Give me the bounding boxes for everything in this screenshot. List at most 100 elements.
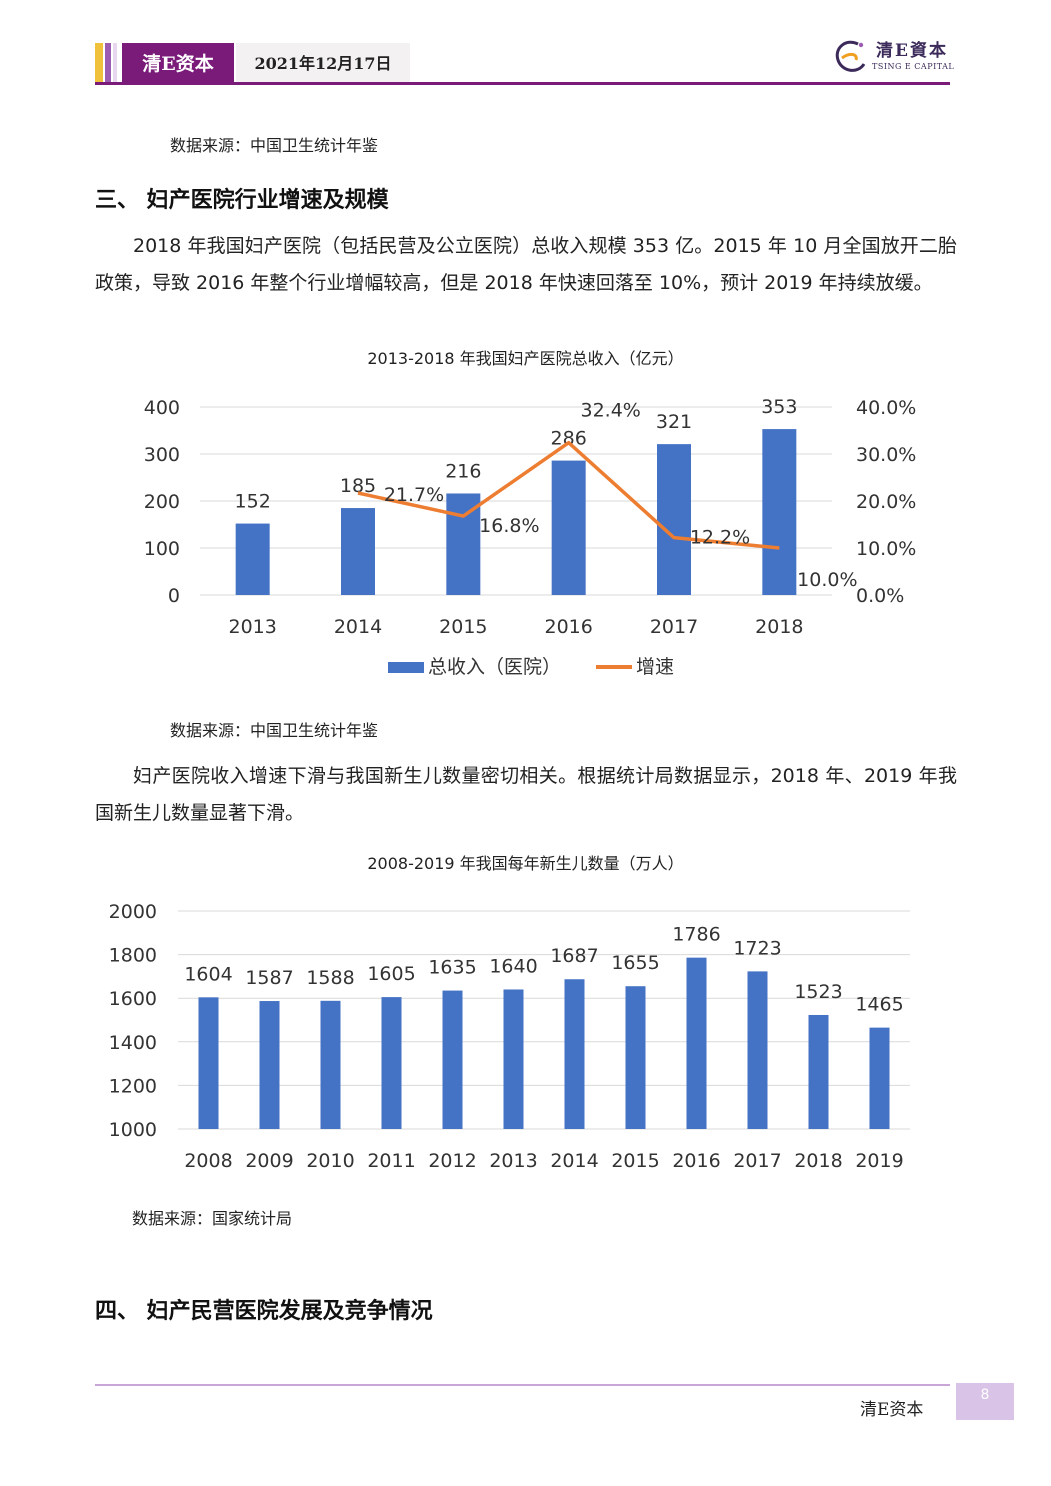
bar-data-label: 1604	[184, 963, 232, 985]
footer-brand: 清E资本	[860, 1400, 924, 1420]
y-tick-label: 100	[144, 538, 180, 560]
y-tick-label: 1600	[109, 988, 157, 1010]
x-tick-label: 2014	[334, 616, 382, 638]
bar-newborns	[259, 1001, 280, 1129]
y-tick-label: 2000	[109, 901, 157, 923]
chart2-newborns: 1000 1200 1400 1600 1800 2000 1604 1587 1588 1605…	[109, 901, 910, 1172]
legend-bar-swatch	[388, 662, 424, 673]
x-tick-label: 2018	[755, 616, 803, 638]
section-3b-text: 妇产医院收入增速下滑与我国新生儿数量密切相关。根据统计局数据显示，2018 年、…	[95, 765, 957, 824]
section-4-heading: 四、 妇产民营医院发展及竞争情况	[95, 1299, 433, 1324]
bar-data-label: 1588	[306, 967, 354, 989]
bar-data-label: 1723	[733, 937, 781, 959]
bar-newborns	[320, 1000, 341, 1129]
bar-newborns	[808, 1014, 829, 1129]
chart1-revenue-growth: 01002003004000.0%10.0%20.0%30.0%40.0%152…	[144, 396, 917, 678]
x-tick-label: 2013	[489, 1150, 537, 1172]
legend-line-label: 增速	[636, 656, 674, 678]
bar-data-label: 1640	[489, 955, 537, 977]
line-data-label: 21.7%	[384, 484, 444, 506]
legend-bar-label: 总收入（医院）	[428, 656, 561, 678]
bar-revenue	[235, 523, 270, 595]
bar-data-label: 321	[656, 411, 692, 433]
x-tick-label: 2016	[672, 1150, 720, 1172]
y-tick-label: 400	[144, 397, 180, 419]
line-growth	[357, 440, 780, 550]
x-tick-label: 2017	[733, 1150, 781, 1172]
source-chart1: 数据来源：中国卫生统计年鉴	[170, 721, 379, 740]
x-tick-label: 2010	[306, 1150, 354, 1172]
bar-data-label: 1587	[245, 967, 293, 989]
bar-newborns	[625, 986, 646, 1129]
line-data-label: 10.0%	[797, 569, 857, 591]
section-3-paragraph: 2018 年我国妇产医院（包括民营及公立医院）总收入规模 353 亿。2015 …	[95, 228, 957, 302]
bar-data-label: 1786	[672, 924, 720, 946]
line-data-label: 12.2%	[690, 527, 750, 549]
y2-tick-label: 40.0%	[856, 397, 916, 419]
y-tick-label: 0	[168, 585, 180, 607]
y2-tick-label: 20.0%	[856, 491, 916, 513]
footer-rule	[95, 1384, 950, 1386]
logo-text-cn: 清E資本	[876, 41, 948, 61]
bar-data-label: 185	[340, 475, 376, 497]
line-data-label: 16.8%	[479, 515, 539, 537]
header-stripe-light	[113, 43, 117, 85]
bar-data-label: 1687	[550, 945, 598, 967]
company-logo: 清E資本 TSING E CAPITAL	[828, 34, 956, 78]
bar-revenue	[551, 460, 586, 595]
y-tick-label: 1400	[109, 1032, 157, 1054]
section-3-heading: 三、 妇产医院行业增速及规模	[95, 188, 389, 213]
bar-newborns	[686, 957, 707, 1129]
section-3b-paragraph: 妇产医院收入增速下滑与我国新生儿数量密切相关。根据统计局数据显示，2018 年、…	[95, 758, 957, 832]
bar-newborns	[198, 997, 219, 1129]
x-tick-label: 2013	[228, 616, 276, 638]
bar-newborns	[442, 990, 463, 1129]
x-tick-label: 2019	[855, 1150, 903, 1172]
bar-revenue	[341, 508, 375, 595]
header-date: 2021年12月17日	[236, 43, 410, 85]
source-top: 数据来源：中国卫生统计年鉴	[170, 136, 379, 155]
header-brand: 清E资本	[122, 43, 234, 85]
x-tick-label: 2014	[550, 1150, 598, 1172]
bar-data-label: 1465	[855, 994, 903, 1016]
line-data-label: 32.4%	[580, 400, 640, 422]
x-tick-label: 2017	[650, 616, 698, 638]
page-number: 8	[956, 1383, 1014, 1420]
y-tick-label: 1800	[109, 945, 157, 967]
bar-data-label: 353	[761, 396, 797, 418]
page-header	[95, 43, 950, 85]
bar-revenue	[657, 444, 691, 595]
source-chart2: 数据来源：国家统计局	[132, 1209, 293, 1228]
y-tick-label: 1000	[109, 1119, 157, 1141]
y-tick-label: 1200	[109, 1075, 157, 1097]
bar-data-label: 1605	[367, 963, 415, 985]
bar-newborns	[869, 1027, 890, 1129]
x-tick-label: 2011	[367, 1150, 415, 1172]
x-tick-label: 2008	[184, 1150, 232, 1172]
header-stripe-purple	[105, 43, 111, 85]
section-3-text: 2018 年我国妇产医院（包括民营及公立医院）总收入规模 353 亿。2015 …	[95, 235, 957, 294]
x-tick-label: 2015	[439, 616, 487, 638]
bar-data-label: 1523	[794, 981, 842, 1003]
bar-revenue	[762, 429, 797, 595]
chart1-title: 2013-2018 年我国妇产医院总收入（亿元）	[367, 349, 684, 368]
bar-newborns	[381, 997, 402, 1129]
x-tick-label: 2012	[428, 1150, 476, 1172]
bar-revenue	[446, 493, 481, 595]
bar-newborns	[747, 971, 768, 1129]
bar-data-label: 286	[551, 428, 587, 450]
y-tick-label: 200	[144, 491, 180, 513]
bar-data-label: 1635	[428, 957, 476, 979]
y-tick-label: 300	[144, 444, 180, 466]
chart2-title: 2008-2019 年我国每年新生儿数量（万人）	[367, 854, 684, 873]
bar-data-label: 152	[235, 491, 271, 513]
x-tick-label: 2009	[245, 1150, 293, 1172]
logo-text-en: TSING E CAPITAL	[872, 62, 955, 71]
y2-tick-label: 30.0%	[856, 444, 916, 466]
bar-newborns	[564, 979, 585, 1129]
y2-tick-label: 10.0%	[856, 538, 916, 560]
bar-data-label: 1655	[611, 952, 659, 974]
header-stripe-gold	[95, 43, 103, 85]
header-rule	[95, 82, 950, 85]
x-tick-label: 2015	[611, 1150, 659, 1172]
